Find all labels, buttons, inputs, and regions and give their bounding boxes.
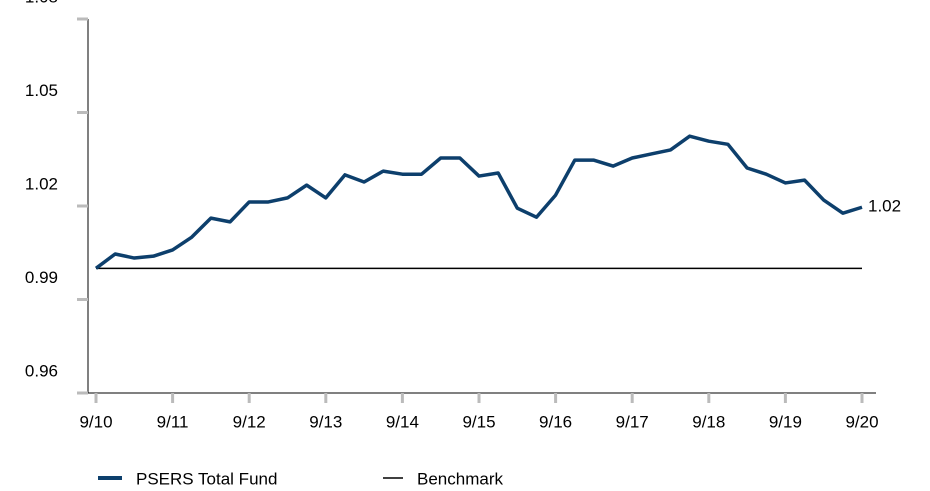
- legend-label: PSERS Total Fund: [136, 469, 277, 488]
- x-tick-label: 9/18: [692, 412, 725, 431]
- x-tick-label: 9/15: [462, 412, 495, 431]
- x-tick-label: 9/17: [616, 412, 649, 431]
- x-tick-label: 9/12: [233, 412, 266, 431]
- x-tick-label: 9/10: [79, 412, 112, 431]
- y-tick-label: 1.05: [25, 81, 58, 100]
- x-tick-label: 9/11: [157, 412, 189, 431]
- y-tick-label: 1.02: [25, 174, 58, 193]
- x-tick-label: 9/19: [769, 412, 802, 431]
- y-tick-label: 1.08: [25, 0, 58, 6]
- y-tick-label: 0.96: [25, 361, 58, 380]
- x-tick-label: 9/20: [845, 412, 878, 431]
- x-tick-label: 9/16: [539, 412, 572, 431]
- series-line: [94, 134, 863, 270]
- x-tick-label: 9/14: [386, 412, 419, 431]
- value-label: 1.02: [868, 197, 901, 216]
- legend-label: Benchmark: [417, 469, 503, 488]
- x-tick-label: 9/13: [309, 412, 342, 431]
- y-tick-label: 0.99: [25, 268, 58, 287]
